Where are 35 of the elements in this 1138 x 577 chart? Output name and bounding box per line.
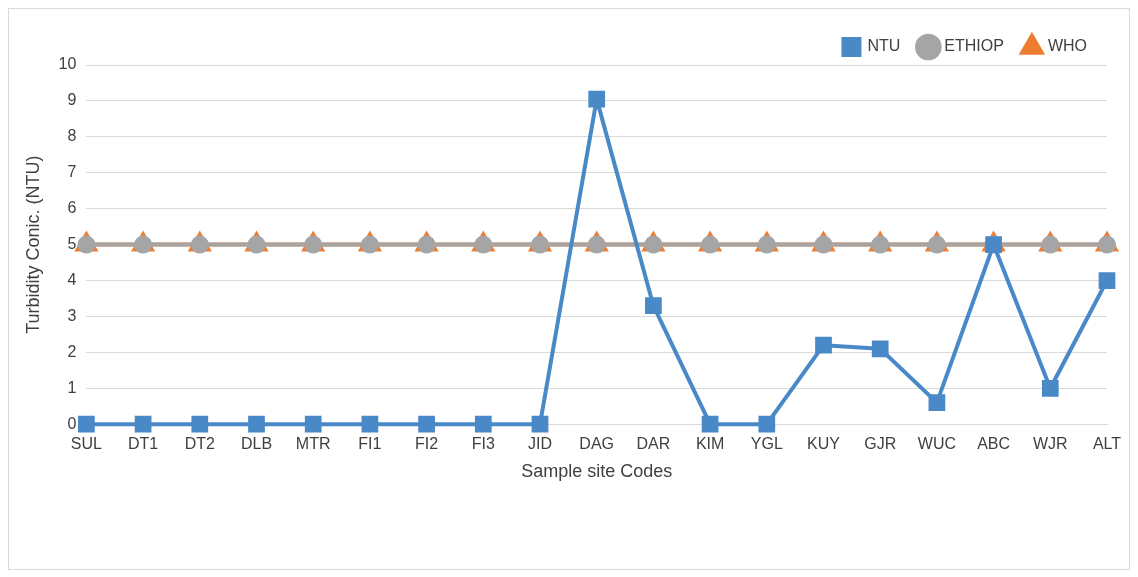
- x-tick-label: ABC: [977, 435, 1011, 453]
- x-tick-label: KUY: [807, 435, 841, 453]
- x-tick-label: DAR: [636, 435, 671, 453]
- y-tick-label: 9: [67, 91, 77, 109]
- legend-label: WHO: [1047, 37, 1088, 55]
- x-tick-label: DT1: [127, 435, 159, 453]
- x-tick-label: FI3: [471, 435, 495, 453]
- x-tick-label: YGL: [750, 435, 783, 453]
- x-axis-title: Sample site Codes: [521, 461, 673, 482]
- y-tick-label: 3: [67, 306, 77, 324]
- legend-label: ETHIOP: [944, 37, 1004, 55]
- x-tick-label: DAG: [579, 435, 615, 453]
- x-tick-label: FI2: [415, 435, 439, 453]
- legend-label: NTU: [867, 37, 901, 55]
- x-tick-label: MTR: [295, 435, 331, 453]
- x-tick-label: WJR: [1032, 435, 1068, 453]
- y-tick-label: 7: [67, 163, 77, 181]
- y-tick-label: 0: [67, 414, 77, 432]
- x-tick-label: DLB: [240, 435, 273, 453]
- x-tick-label: JID: [528, 435, 552, 453]
- y-tick-label: 8: [67, 127, 77, 145]
- x-tick-label: ALT: [1092, 435, 1122, 453]
- x-tick-label: WUC: [917, 435, 957, 453]
- x-tick-label: FI1: [358, 435, 382, 453]
- y-tick-label: 4: [67, 270, 77, 288]
- y-tick-label: 2: [67, 342, 77, 360]
- x-tick-label: KIM: [695, 435, 725, 453]
- y-tick-label: 10: [58, 55, 77, 73]
- y-axis-title: Turbidity Conic. (NTU): [22, 155, 43, 334]
- y-tick-label: 1: [67, 378, 77, 396]
- x-tick-label: SUL: [70, 435, 103, 453]
- x-tick-label: GJR: [864, 435, 897, 453]
- y-tick-label: 6: [67, 199, 77, 217]
- y-tick-label: 5: [67, 235, 77, 253]
- x-tick-label: DT2: [184, 435, 216, 453]
